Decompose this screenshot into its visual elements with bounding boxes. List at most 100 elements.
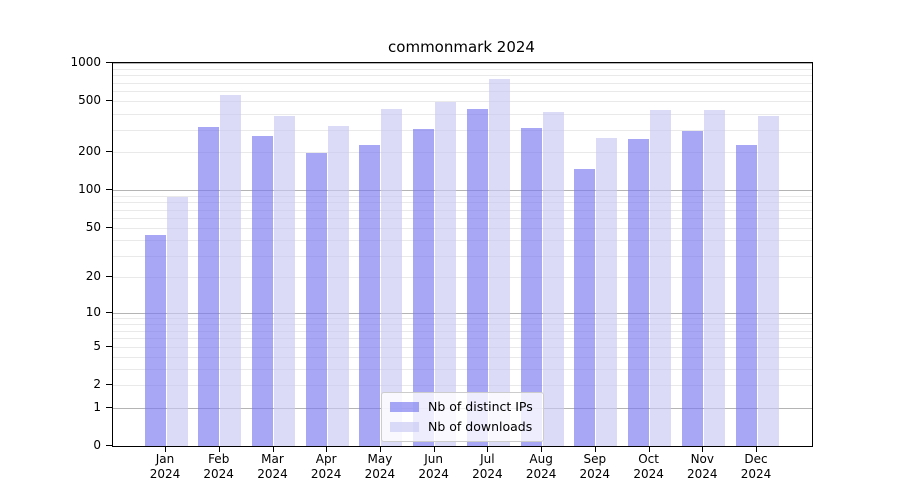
legend-swatch-downloads [390,421,419,432]
legend-label-downloads: Nb of downloads [428,419,533,434]
x-tick-year: 2024 [418,467,449,481]
bar-distinct-ips-jul [466,109,488,446]
x-tick-year: 2024 [203,467,234,481]
x-tick-year: 2024 [579,467,611,481]
bar-downloads-mar [274,115,295,446]
y-tick-mark [106,445,112,446]
x-tick-month: Nov [690,452,714,466]
y-tick-mark [106,189,112,191]
x-tick-mark [433,446,435,452]
x-tick-year: 2024 [257,467,288,481]
y-tick-label: 200 [78,144,101,158]
x-tick-month: Jun [424,452,443,466]
minor-gridline [113,195,812,197]
y-tick-label: 5 [93,338,101,353]
y-tick-mark [106,100,112,102]
y-tick-label: 50 [85,220,101,234]
y-tick-mark [106,384,112,386]
minor-gridline [113,255,812,257]
minor-gridline [113,68,812,70]
minor-gridline [113,75,812,77]
x-tick-month: Oct [638,452,659,466]
y-tick-mark [106,312,112,314]
y-tick-mark [106,345,112,347]
x-tick-mark [541,446,543,452]
x-tick-year: 2024 [687,467,718,481]
x-tick-mark [702,446,704,452]
y-tick-label: 0 [93,438,101,452]
minor-gridline [113,82,812,84]
bar-distinct-ips-dec [735,145,757,446]
legend-row-distinct-ips: Nb of distinct IPs [390,399,533,414]
minor-gridline [113,101,812,103]
legend-label-distinct-ips: Nb of distinct IPs [428,399,533,414]
bar-downloads-aug [542,111,564,446]
chart-title: commonmark 2024 [388,38,535,56]
minor-gridline [113,209,812,211]
bar-distinct-ips-sep [574,168,596,446]
x-tick-month: Apr [315,452,337,466]
x-tick-label: Dec 2024 [716,452,796,482]
x-tick-label: Aug 2024 [501,452,581,482]
bar-distinct-ips-nov [681,131,703,446]
y-tick-label: 20 [85,269,101,284]
bar-downloads-nov [703,110,725,446]
bar-downloads-jul [488,78,510,446]
x-tick-year: 2024 [310,467,342,481]
bar-downloads-sep [596,137,618,446]
legend: Nb of distinct IPs Nb of downloads [381,392,544,442]
major-gridline [113,190,812,192]
bar-downloads-jun [435,101,457,446]
minor-gridline [113,218,812,220]
x-tick-mark [379,446,381,452]
minor-gridline [113,338,812,340]
bar-downloads-feb [220,95,242,446]
x-tick-mark [218,446,220,452]
x-tick-month: Sep [583,452,607,466]
bar-downloads-jan [166,197,188,446]
bar-distinct-ips-apr [305,153,327,446]
x-tick-label: Sep 2024 [555,452,635,482]
x-tick-month: Dec [744,452,768,466]
x-tick-month: Aug [529,452,553,466]
y-tick-mark [106,227,112,228]
bar-distinct-ips-oct [628,139,650,446]
minor-gridline [113,346,812,348]
x-tick-label: Nov 2024 [662,452,742,482]
y-tick-label: 1 [93,399,101,414]
x-tick-label: Jul 2024 [447,452,527,482]
minor-gridline [113,330,812,332]
minor-gridline [113,318,812,320]
bar-distinct-ips-feb [198,126,220,446]
y-tick-label: 100 [78,182,101,197]
x-tick-label: Jun 2024 [394,452,474,482]
x-tick-month: Jan [155,452,175,466]
x-tick-mark [272,446,274,452]
bar-downloads-dec [757,115,779,446]
minor-gridline [113,385,812,387]
y-tick-label: 2 [93,377,101,392]
minor-gridline [113,129,812,131]
y-tick-label: 1000 [70,55,101,69]
y-tick-mark [106,151,112,152]
minor-gridline [113,152,812,153]
x-tick-label: May 2024 [340,452,420,482]
minor-gridline [113,356,812,358]
x-tick-year: 2024 [149,467,181,481]
x-tick-label: Oct 2024 [609,452,689,482]
bar-downloads-may [381,109,403,446]
legend-swatch-distinct-ips [390,401,419,412]
y-tick-mark [106,406,112,408]
y-tick-label: 500 [78,93,101,108]
minor-gridline [113,277,812,279]
plot-area: Nb of distinct IPs Nb of downloads [112,62,813,447]
minor-gridline [113,113,812,115]
legend-row-downloads: Nb of downloads [390,419,533,434]
minor-gridline [113,202,812,204]
major-gridline [113,63,812,64]
x-tick-mark [487,446,489,452]
minor-gridline [113,91,812,93]
minor-gridline [113,324,812,326]
y-tick-mark [106,62,112,63]
